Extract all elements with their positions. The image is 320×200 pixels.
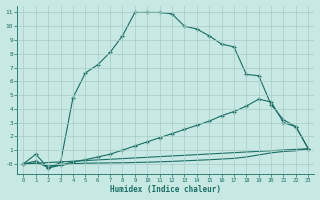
X-axis label: Humidex (Indice chaleur): Humidex (Indice chaleur) [110,185,221,194]
